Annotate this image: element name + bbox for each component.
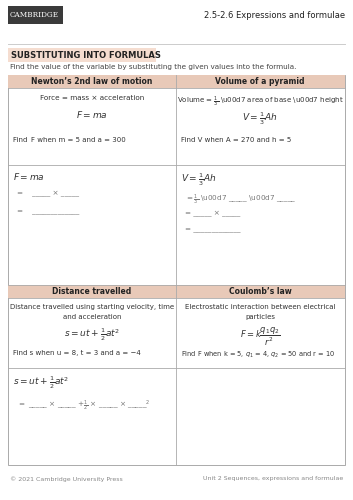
Text: = _____ × _____: = _____ × _____	[185, 211, 240, 217]
Text: Find  F when m = 5 and a = 300: Find F when m = 5 and a = 300	[13, 137, 126, 143]
Text: Coulomb’s law: Coulomb’s law	[229, 287, 291, 296]
Text: 2.5-2.6 Expressions and formulae: 2.5-2.6 Expressions and formulae	[204, 10, 345, 20]
Text: $F = ma$: $F = ma$	[76, 109, 108, 120]
Text: CAMBRIDGE: CAMBRIDGE	[10, 11, 59, 19]
Text: Electrostatic interaction between electrical: Electrostatic interaction between electr…	[185, 304, 335, 310]
Text: Volume = $\frac{1}{3}$ \u00d7 area of base \u00d7 height: Volume = $\frac{1}{3}$ \u00d7 area of ba…	[176, 95, 343, 109]
Text: © 2021 Cambridge University Press: © 2021 Cambridge University Press	[10, 476, 123, 482]
Text: $F = k\dfrac{q_1 q_2}{r^2}$: $F = k\dfrac{q_1 q_2}{r^2}$	[240, 326, 280, 348]
Text: Find s when u = 8, t = 3 and a = −4: Find s when u = 8, t = 3 and a = −4	[13, 350, 141, 356]
Text: =    _____________: = _____________	[17, 209, 79, 215]
Text: $s = ut + \frac{1}{2}at^2$: $s = ut + \frac{1}{2}at^2$	[13, 374, 69, 390]
Bar	[8, 75, 345, 465]
Text: Find F when k = 5, $q_1$ = 4, $q_2$ = 50 and r = 10: Find F when k = 5, $q_1$ = 4, $q_2$ = 50…	[181, 350, 335, 360]
Bar	[8, 48, 156, 62]
Text: = _____________: = _____________	[185, 227, 240, 233]
Text: Distance travelled: Distance travelled	[52, 287, 132, 296]
Text: $= $ _____ $\times$ _____ $+ \frac{1}{2} \times$ _____ $\times$ _____$^2$: $= $ _____ $\times$ _____ $+ \frac{1}{2}…	[17, 399, 150, 413]
Text: Distance travelled using starting velocity, time: Distance travelled using starting veloci…	[10, 304, 174, 310]
Text: Volume of a pyramid: Volume of a pyramid	[215, 77, 305, 86]
Text: Find the value of the variable by substituting the given values into the formula: Find the value of the variable by substi…	[10, 64, 297, 70]
Text: Force = mass × acceleration: Force = mass × acceleration	[40, 95, 144, 101]
Text: $s = ut + \frac{1}{2}at^2$: $s = ut + \frac{1}{2}at^2$	[64, 326, 120, 342]
Text: $V = \frac{1}{3}Ah$: $V = \frac{1}{3}Ah$	[181, 171, 217, 188]
Text: Find V when A = 270 and h = 5: Find V when A = 270 and h = 5	[181, 137, 291, 143]
Text: particles: particles	[245, 314, 275, 320]
Text: $V = \frac{1}{3}Ah$: $V = \frac{1}{3}Ah$	[242, 110, 278, 126]
Text: $F = ma$: $F = ma$	[13, 171, 45, 182]
Text: SUBSTITUTING INTO FORMULAS: SUBSTITUTING INTO FORMULAS	[11, 50, 161, 59]
Text: Newton’s 2nd law of motion: Newton’s 2nd law of motion	[31, 77, 153, 86]
Text: and acceleration: and acceleration	[63, 314, 121, 320]
Text: Unit 2 Sequences, expressions and formulae: Unit 2 Sequences, expressions and formul…	[203, 476, 343, 481]
Text: $= \frac{1}{3}$ \u00d7 _____ \u00d7 _____: $= \frac{1}{3}$ \u00d7 _____ \u00d7 ____…	[185, 193, 297, 208]
Bar	[8, 285, 345, 298]
Text: =    _____ × _____: = _____ × _____	[17, 191, 79, 197]
Bar	[8, 6, 63, 24]
Bar	[8, 75, 345, 88]
